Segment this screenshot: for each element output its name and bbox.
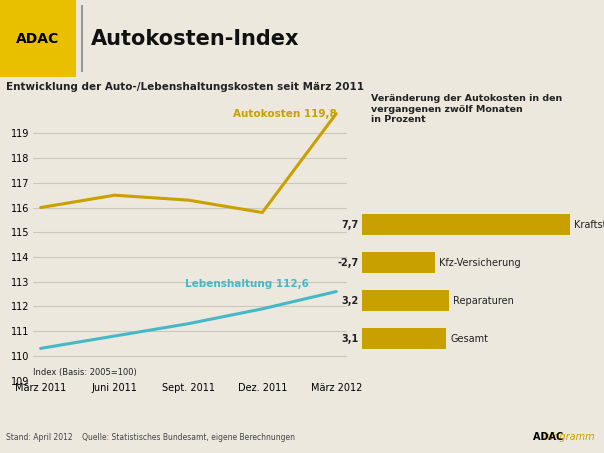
Bar [362,328,446,349]
Bar [362,290,449,311]
Text: 3,2: 3,2 [341,296,358,306]
Bar [0,0,76,77]
Text: Autokosten-Index: Autokosten-Index [91,29,299,48]
Text: Lebenshaltung 112,6: Lebenshaltung 112,6 [185,279,309,289]
Bar [362,252,435,273]
Text: Veränderung der Autokosten in den
vergangenen zwölf Monaten
in Prozent: Veränderung der Autokosten in den vergan… [371,94,563,124]
Text: 7,7: 7,7 [341,220,358,230]
Text: Gesamt: Gesamt [450,334,488,344]
Text: ADAC: ADAC [533,432,567,442]
Text: Reparaturen: Reparaturen [453,296,514,306]
Text: Stand: April 2012    Quelle: Statistisches Bundesamt, eigene Berechnungen: Stand: April 2012 Quelle: Statistisches … [6,433,295,442]
Text: 3,1: 3,1 [341,334,358,344]
Text: Entwicklung der Auto-/Lebenshaltungskosten seit März 2011: Entwicklung der Auto-/Lebenshaltungskost… [6,82,364,92]
Text: -2,7: -2,7 [337,258,358,268]
Text: ADAC: ADAC [16,32,60,45]
Text: Index (Basis: 2005=100): Index (Basis: 2005=100) [33,368,137,377]
Bar [362,214,570,235]
Text: Kraftstoff: Kraftstoff [574,220,604,230]
Text: Infogramm: Infogramm [541,432,595,442]
Text: Autokosten 119,8: Autokosten 119,8 [233,109,336,119]
Text: Kfz-Versicherung: Kfz-Versicherung [439,258,521,268]
